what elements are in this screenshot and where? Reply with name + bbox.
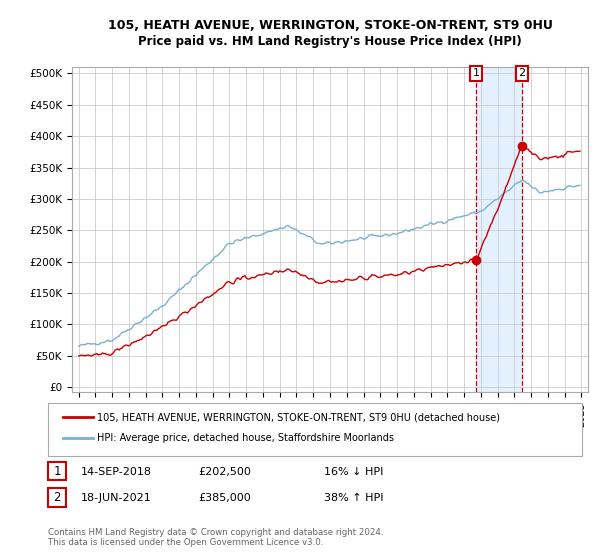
Text: 18-JUN-2021: 18-JUN-2021: [81, 493, 152, 503]
Text: £202,500: £202,500: [198, 466, 251, 477]
Text: HPI: Average price, detached house, Staffordshire Moorlands: HPI: Average price, detached house, Staf…: [97, 433, 394, 444]
Text: 2: 2: [53, 491, 61, 505]
Text: 105, HEATH AVENUE, WERRINGTON, STOKE-ON-TRENT, ST9 0HU (detached house): 105, HEATH AVENUE, WERRINGTON, STOKE-ON-…: [97, 412, 500, 422]
Text: £385,000: £385,000: [198, 493, 251, 503]
Text: 38% ↑ HPI: 38% ↑ HPI: [324, 493, 383, 503]
Text: 2: 2: [518, 68, 526, 78]
Text: Contains HM Land Registry data © Crown copyright and database right 2024.
This d: Contains HM Land Registry data © Crown c…: [48, 528, 383, 547]
Text: 1: 1: [53, 465, 61, 478]
Text: 105, HEATH AVENUE, WERRINGTON, STOKE-ON-TRENT, ST9 0HU: 105, HEATH AVENUE, WERRINGTON, STOKE-ON-…: [107, 18, 553, 32]
Bar: [476, 67, 522, 392]
Text: 14-SEP-2018: 14-SEP-2018: [81, 466, 152, 477]
Text: 1: 1: [472, 68, 479, 78]
Text: Price paid vs. HM Land Registry's House Price Index (HPI): Price paid vs. HM Land Registry's House …: [138, 35, 522, 49]
Text: 16% ↓ HPI: 16% ↓ HPI: [324, 466, 383, 477]
